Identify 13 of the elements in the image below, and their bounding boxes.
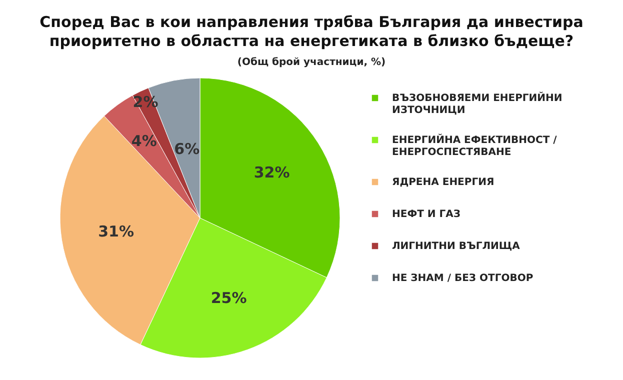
- legend-label: НЕ ЗНАМ / БЕЗ ОТГОВОР: [392, 273, 534, 284]
- data-label: 6%: [174, 140, 200, 158]
- legend-label: ЛИГНИТНИ ВЪГЛИЩА: [392, 241, 520, 252]
- legend-label: ЕНЕРГИЙНА ЕФЕКТИВНОСТ / ЕНЕРГОСПЕСТЯВАНЕ: [392, 133, 558, 158]
- data-label: 31%: [98, 222, 134, 240]
- legend-label: ВЪЗОБНОВЯЕМИ ЕНЕРГИЙНИ ИЗТОЧНИЦИ: [392, 91, 562, 116]
- chart-subtitle: (Общ брой участници, %): [237, 57, 386, 68]
- data-label: 4%: [131, 132, 157, 150]
- chart-title: Според Вас в кои направления трябва България да инвестира приоритетно в областта на енергетиката в близко бъдеще?: [40, 13, 584, 50]
- data-label: 32%: [254, 163, 290, 182]
- data-label: 25%: [210, 288, 247, 307]
- legend-label: НЕФТ И ГАЗ: [392, 209, 460, 220]
- legend-label: ЯДРЕНА ЕНЕРГИЯ: [392, 177, 494, 188]
